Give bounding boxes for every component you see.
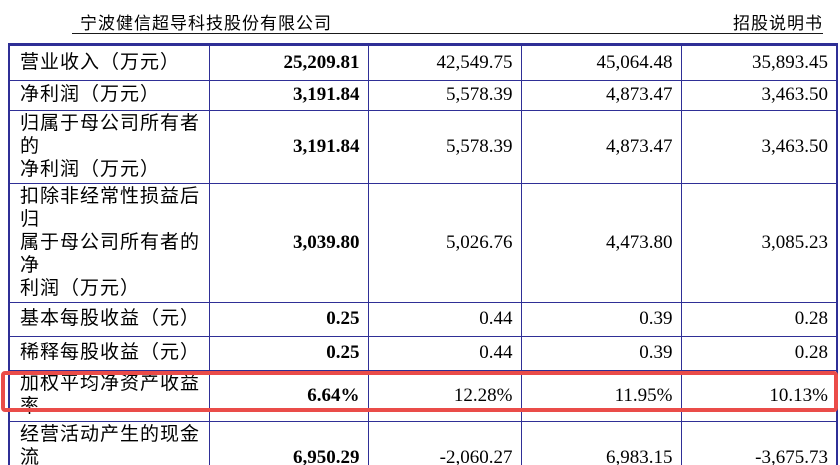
table-row-roe: 加权平均净资产收益率 6.64% 12.28% 11.95% 10.13% xyxy=(8,370,838,422)
value-cell: 6,983.15 xyxy=(520,420,682,465)
value-cell: 0.39 xyxy=(520,336,682,372)
value-cell: -2,060.27 xyxy=(367,420,522,465)
value-cell: 0.44 xyxy=(367,336,522,372)
row-label: 营业收入（万元） xyxy=(8,44,210,81)
row-label: 加权平均净资产收益率 xyxy=(8,370,210,422)
row-label: 经营活动产生的现金流 量净额（万元） xyxy=(8,420,210,465)
value-cell: 0.39 xyxy=(520,302,682,338)
value-cell: 4,473.80 xyxy=(520,183,682,304)
table-row-basic-eps: 基本每股收益（元） 0.25 0.44 0.39 0.28 xyxy=(8,302,838,338)
value-cell: 42,549.75 xyxy=(367,44,522,81)
value-cell: 0.28 xyxy=(680,336,838,372)
value-cell: 3,463.50 xyxy=(680,80,838,111)
value-cell: 12.28% xyxy=(367,370,522,422)
row-label: 归属于母公司所有者的 净利润（万元） xyxy=(8,109,210,185)
value-cell: 6.64% xyxy=(208,370,369,422)
value-cell: 5,026.76 xyxy=(367,183,522,304)
value-cell: 0.28 xyxy=(680,302,838,338)
company-name: 宁波健信超导科技股份有限公司 xyxy=(80,14,332,33)
table-row-net-profit: 净利润（万元） 3,191.84 5,578.39 4,873.47 3,463… xyxy=(8,80,838,111)
value-cell: 0.44 xyxy=(367,302,522,338)
value-cell: 3,191.84 xyxy=(208,109,369,185)
value-cell: 3,085.23 xyxy=(680,183,838,304)
value-cell: 0.25 xyxy=(208,302,369,338)
row-label: 基本每股收益（元） xyxy=(8,302,210,338)
row-label: 稀释每股收益（元） xyxy=(8,336,210,372)
value-cell: 3,039.80 xyxy=(208,183,369,304)
table-row-net-profit-parent: 归属于母公司所有者的 净利润（万元） 3,191.84 5,578.39 4,8… xyxy=(8,109,838,185)
value-cell: 4,873.47 xyxy=(520,109,682,185)
value-cell: 25,209.81 xyxy=(208,44,369,81)
value-cell: 5,578.39 xyxy=(367,109,522,185)
value-cell: 45,064.48 xyxy=(520,44,682,81)
table-row-diluted-eps: 稀释每股收益（元） 0.25 0.44 0.39 0.28 xyxy=(8,336,838,372)
value-cell: 3,191.84 xyxy=(208,80,369,111)
value-cell: 6,950.29 xyxy=(208,420,369,465)
header-rule xyxy=(72,33,823,34)
value-cell: -3,675.73 xyxy=(680,420,838,465)
value-cell: 3,463.50 xyxy=(680,109,838,185)
value-cell: 11.95% xyxy=(520,370,682,422)
value-cell: 5,578.39 xyxy=(367,80,522,111)
row-label: 净利润（万元） xyxy=(8,80,210,111)
doc-title: 招股说明书 xyxy=(733,14,823,33)
financial-summary-table: 营业收入（万元） 25,209.81 42,549.75 45,064.48 3… xyxy=(8,43,838,465)
value-cell: 0.25 xyxy=(208,336,369,372)
value-cell: 35,893.45 xyxy=(680,44,838,81)
table-row-net-profit-deducted: 扣除非经常性损益后归 属于母公司所有者的净 利润（万元） 3,039.80 5,… xyxy=(8,183,838,304)
table-row-revenue: 营业收入（万元） 25,209.81 42,549.75 45,064.48 3… xyxy=(8,44,838,81)
table-row-operating-cash-flow: 经营活动产生的现金流 量净额（万元） 6,950.29 -2,060.27 6,… xyxy=(8,420,838,465)
value-cell: 4,873.47 xyxy=(520,80,682,111)
row-label: 扣除非经常性损益后归 属于母公司所有者的净 利润（万元） xyxy=(8,183,210,304)
value-cell: 10.13% xyxy=(680,370,838,422)
